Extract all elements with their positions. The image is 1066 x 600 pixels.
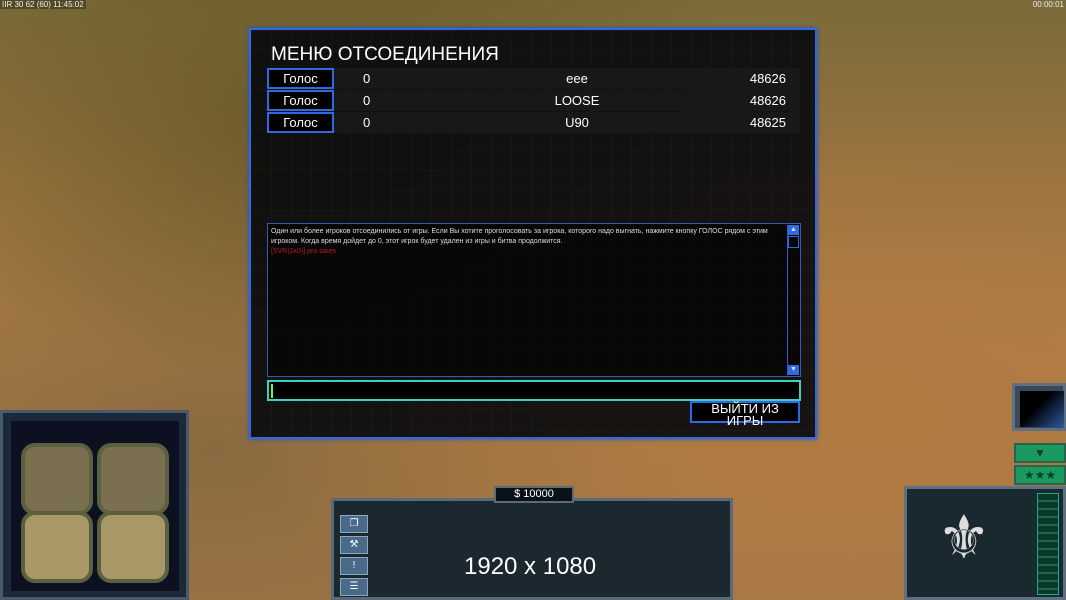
scroll-down-icon[interactable]: ▼ [788, 365, 799, 375]
wrench-icon[interactable]: ⚒ [340, 536, 368, 554]
player-name: LOOSE [554, 93, 600, 108]
minimap[interactable] [0, 410, 189, 600]
player-ping: 48626 [749, 71, 786, 86]
general-panel: ⚜ [904, 486, 1066, 600]
game-timer: 00:00:01 [1032, 0, 1064, 9]
satellite-icon[interactable] [1012, 383, 1066, 431]
player-row: Голос 0 U90 48625 [267, 112, 800, 133]
player-ping: 48625 [749, 115, 786, 130]
vote-button[interactable]: Голос [267, 112, 334, 133]
collapse-icon[interactable]: ▼ [1014, 443, 1066, 463]
scroll-up-icon[interactable]: ▲ [788, 225, 799, 235]
vote-button[interactable]: Голос [267, 90, 334, 111]
player-name: U90 [565, 115, 589, 130]
windows-icon[interactable]: ❐ [340, 515, 368, 533]
dialog-title: МЕНЮ ОТСОЕДИНЕНИЯ [271, 44, 499, 65]
vote-button[interactable]: Голос [267, 68, 334, 89]
vote-count: 0 [363, 115, 371, 130]
hud-stats: IIR 30 62 (60) 11:45:02 [0, 0, 86, 9]
chat-input[interactable] [267, 380, 801, 401]
vote-count: 0 [363, 71, 371, 86]
vote-count: 0 [363, 93, 371, 108]
command-bar: ❐ ⚒ ! ☰ 1920 x 1080 [331, 498, 733, 600]
scroll-thumb[interactable] [788, 236, 799, 248]
info-message: Один или более игроков отсоединились от … [271, 228, 768, 245]
chat-log: Один или более игроков отсоединились от … [267, 223, 801, 377]
player-name: eee [566, 71, 588, 86]
power-meter [1037, 493, 1059, 595]
chat-line: [SVR(2x0)] pro takes [271, 248, 336, 255]
options-icon[interactable]: ☰ [340, 578, 368, 596]
quit-game-button[interactable]: ВЫЙТИ ИЗ ИГРЫ [690, 401, 800, 427]
rank-stars-icon[interactable]: ★★★ [1014, 465, 1066, 485]
player-row: Голос 0 LOOSE 48626 [267, 90, 800, 111]
alert-icon[interactable]: ! [340, 557, 368, 575]
faction-emblem-icon: ⚜ [937, 504, 991, 571]
scrollbar[interactable]: ▲ ▼ [787, 225, 799, 375]
player-ping: 48626 [749, 93, 786, 108]
disconnect-dialog: МЕНЮ ОТСОЕДИНЕНИЯ Голос 0 eee 48626 Голо… [249, 28, 817, 439]
player-row: Голос 0 eee 48626 [267, 68, 800, 89]
money-display: $ 10000 [494, 486, 574, 503]
resolution-label: 1920 x 1080 [464, 553, 597, 580]
